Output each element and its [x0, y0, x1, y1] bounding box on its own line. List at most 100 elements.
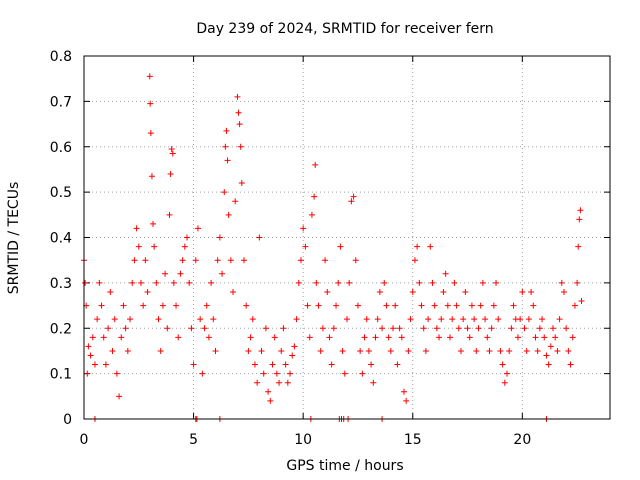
- data-point: [571, 302, 578, 309]
- data-point: [550, 325, 557, 332]
- data-point: [532, 334, 539, 341]
- data-point: [278, 347, 285, 354]
- data-point: [442, 270, 449, 277]
- data-point: [322, 257, 329, 264]
- data-point: [464, 325, 471, 332]
- data-point: [381, 279, 388, 286]
- data-point: [153, 279, 160, 286]
- data-point: [144, 288, 151, 295]
- data-point: [221, 189, 228, 196]
- data-point: [265, 388, 272, 395]
- data-point: [184, 234, 191, 241]
- data-point: [416, 279, 423, 286]
- data-point: [317, 347, 324, 354]
- data-point: [142, 257, 149, 264]
- data-point: [282, 361, 289, 368]
- data-point: [170, 279, 177, 286]
- data-point: [341, 370, 348, 377]
- data-point: [558, 279, 565, 286]
- data-point: [295, 279, 302, 286]
- data-point: [328, 361, 335, 368]
- data-point: [486, 347, 493, 354]
- data-point: [361, 334, 368, 341]
- x-tick-label: 5: [189, 432, 198, 448]
- data-point: [370, 379, 377, 386]
- data-point: [306, 334, 313, 341]
- data-point: [205, 334, 212, 341]
- data-point: [210, 316, 217, 323]
- data-point: [433, 325, 440, 332]
- data-point: [392, 302, 399, 309]
- data-point: [240, 257, 247, 264]
- data-point: [96, 279, 103, 286]
- data-point: [222, 143, 229, 150]
- data-point: [379, 325, 386, 332]
- data-point: [133, 225, 140, 232]
- data-point: [223, 127, 230, 134]
- data-point: [493, 279, 500, 286]
- axis-ticks: 0 0.1 0.2 0.3 0.4 0.5 0.6 0.7 0.8 0 5 10 15 20: [50, 49, 610, 448]
- data-point: [400, 388, 407, 395]
- data-point: [534, 347, 541, 354]
- data-point: [350, 193, 357, 200]
- data-point: [230, 288, 237, 295]
- data-point: [98, 302, 105, 309]
- data-point: [449, 316, 456, 323]
- data-point: [109, 347, 116, 354]
- data-point: [267, 397, 274, 404]
- data-point: [337, 243, 344, 250]
- data-point: [554, 347, 561, 354]
- data-point: [82, 279, 89, 286]
- data-point: [308, 211, 315, 218]
- data-point: [436, 334, 443, 341]
- data-point: [455, 325, 462, 332]
- data-point: [477, 302, 484, 309]
- data-point: [224, 157, 231, 164]
- data-point: [148, 173, 155, 180]
- data-point: [409, 288, 416, 295]
- data-point: [166, 211, 173, 218]
- y-tick-label: 0.8: [50, 49, 72, 65]
- data-point: [258, 347, 265, 354]
- data-point: [273, 370, 280, 377]
- data-point: [418, 302, 425, 309]
- data-point: [365, 347, 372, 354]
- chart-title: Day 239 of 2024, SRMTID for receiver fer…: [196, 21, 493, 37]
- data-point: [440, 288, 447, 295]
- x-tick-label: 20: [513, 432, 531, 448]
- data-point: [280, 325, 287, 332]
- data-point: [460, 316, 467, 323]
- data-point: [394, 361, 401, 368]
- y-axis-label: SRMTID / TECUs: [6, 182, 22, 295]
- data-point: [543, 352, 550, 359]
- data-point: [260, 370, 267, 377]
- data-point: [490, 302, 497, 309]
- data-point: [506, 347, 513, 354]
- data-point: [536, 325, 543, 332]
- data-point: [140, 302, 147, 309]
- data-point: [311, 193, 318, 200]
- data-point: [89, 334, 96, 341]
- data-point: [169, 150, 176, 157]
- x-axis-label: GPS time / hours: [286, 458, 403, 474]
- data-point: [293, 316, 300, 323]
- data-point: [84, 370, 91, 377]
- data-point: [118, 334, 125, 341]
- data-point: [508, 325, 515, 332]
- y-tick-label: 0.3: [50, 276, 72, 292]
- data-point: [127, 316, 134, 323]
- data-point: [94, 316, 101, 323]
- data-point: [346, 279, 353, 286]
- data-point: [569, 334, 576, 341]
- data-point: [201, 325, 208, 332]
- data-point: [236, 121, 243, 128]
- data-point: [333, 302, 340, 309]
- data-point: [330, 325, 337, 332]
- data-point: [105, 325, 112, 332]
- data-point: [147, 100, 154, 107]
- data-point: [468, 302, 475, 309]
- data-point: [124, 347, 131, 354]
- data-point: [162, 270, 169, 277]
- data-point: [530, 302, 537, 309]
- data-point: [326, 334, 333, 341]
